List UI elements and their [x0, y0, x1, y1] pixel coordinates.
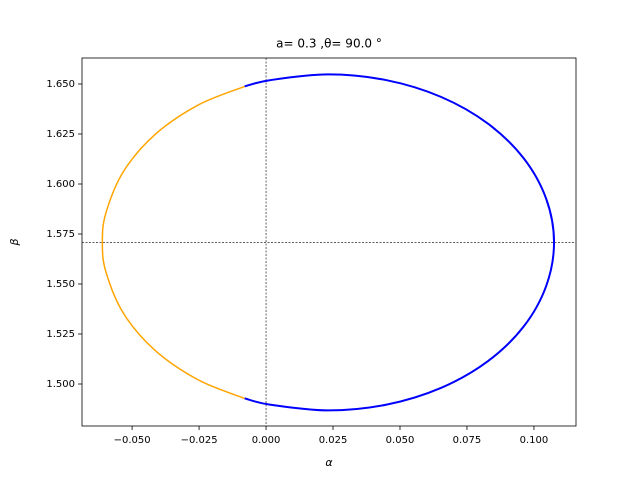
- y-tick-label: 1.575: [46, 229, 75, 240]
- plot-frame: [81, 57, 577, 427]
- y-axis-label: β: [8, 238, 21, 246]
- x-tick-label: −0.050: [114, 435, 151, 446]
- chart-title: a= 0.3 ,θ= 90.0 °: [276, 37, 382, 51]
- y-tick-label: 1.625: [46, 129, 75, 140]
- y-tick-label: 1.500: [46, 379, 75, 390]
- x-tick-label: 0.000: [252, 435, 281, 446]
- x-tick-label: 0.100: [520, 435, 549, 446]
- x-tick-label: −0.025: [181, 435, 218, 446]
- curve: [101, 85, 245, 400]
- x-tick-label: 0.050: [386, 435, 415, 446]
- y-tick-label: 1.550: [46, 279, 75, 290]
- x-axis-label: α: [325, 456, 333, 469]
- y-tick-label: 1.600: [46, 179, 75, 190]
- curve: [244, 73, 556, 412]
- x-tick-label: 0.025: [319, 435, 348, 446]
- y-tick-label: 1.650: [46, 79, 75, 90]
- y-tick-label: 1.525: [46, 329, 75, 340]
- x-tick-label: 0.075: [453, 435, 482, 446]
